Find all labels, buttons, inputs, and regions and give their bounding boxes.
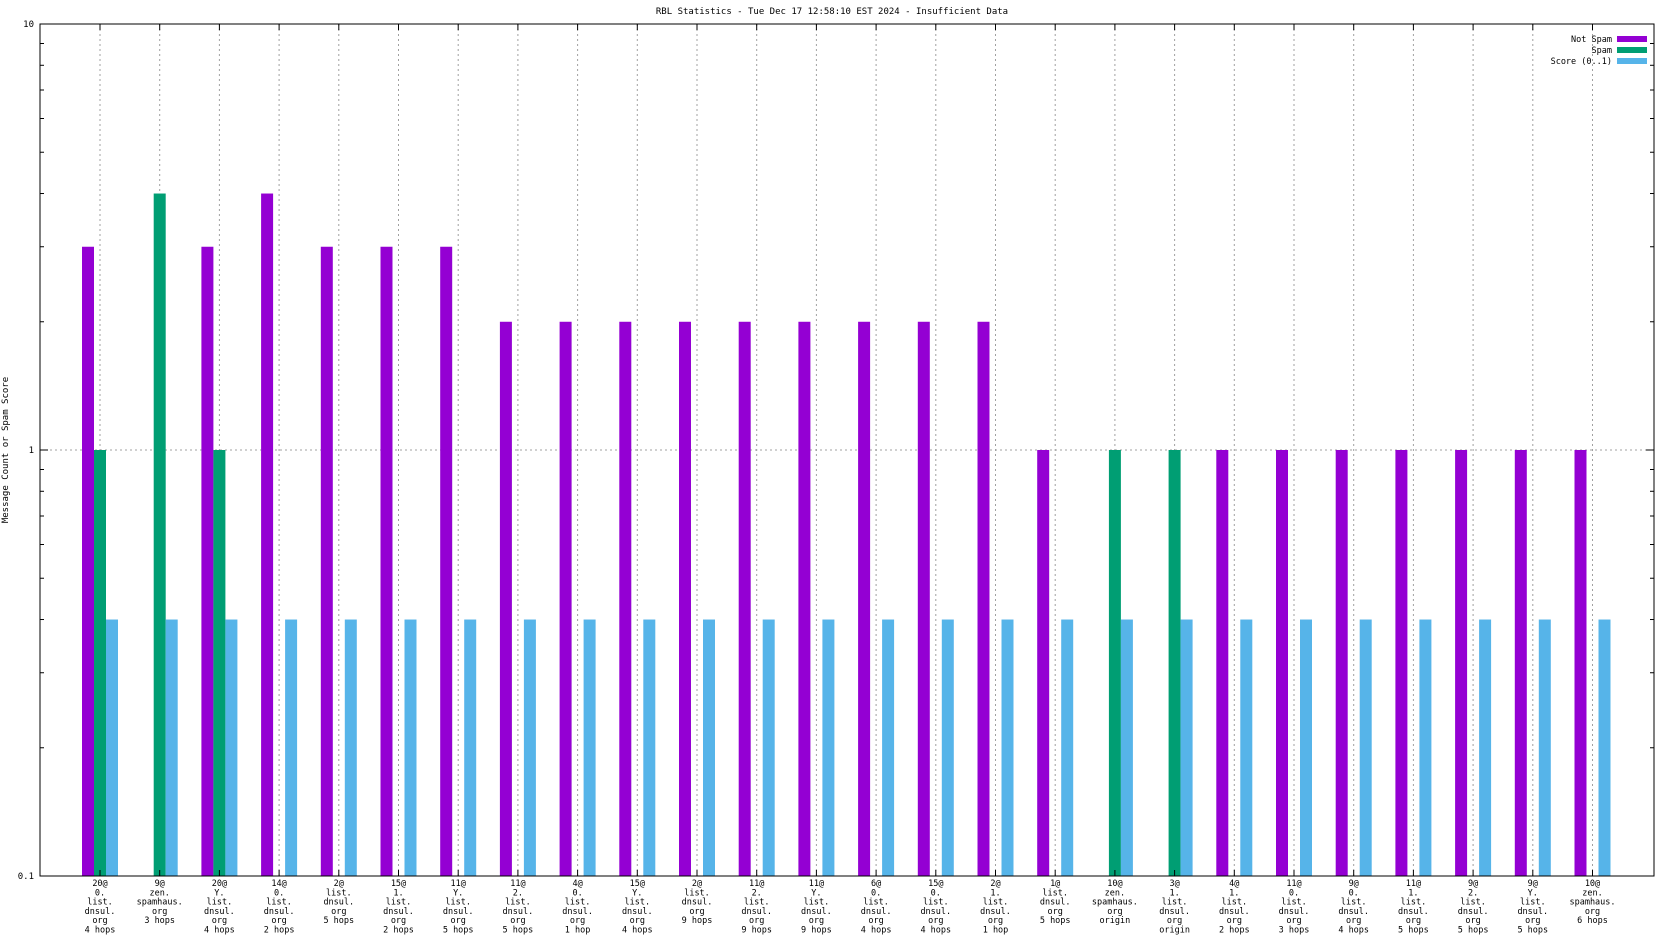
category-label: 11@ Y. list. dnsul. org 5 hops bbox=[443, 879, 474, 936]
bar bbox=[1276, 450, 1288, 876]
category-label: 2@ list. dnsul. org 9 hops bbox=[682, 879, 713, 926]
bar bbox=[1514, 450, 1527, 876]
bar bbox=[679, 321, 691, 876]
bar bbox=[882, 619, 895, 876]
category-label: 11@ 0. list. dnsul. org 3 hops bbox=[1279, 879, 1310, 936]
bar bbox=[977, 321, 990, 876]
legend-label: Score (0..1) bbox=[1551, 57, 1612, 67]
category-label: 15@ Y. list. dnsul. org 4 hops bbox=[622, 879, 653, 936]
bar bbox=[1419, 619, 1432, 876]
bar bbox=[380, 246, 393, 876]
bar bbox=[1180, 619, 1193, 876]
bar bbox=[440, 246, 453, 876]
category-label: 4@ 1. list. dnsul. org 2 hops bbox=[1219, 879, 1250, 936]
category-label: 15@ 1. list. dnsul. org 2 hops bbox=[383, 879, 414, 936]
bar bbox=[822, 619, 835, 876]
bar bbox=[1598, 619, 1611, 876]
category-label: 3@ 1. list. dnsul. org origin bbox=[1159, 879, 1190, 936]
legend-swatch bbox=[1617, 58, 1647, 64]
bar bbox=[619, 321, 632, 876]
category-label: 20@ Y. list. dnsul. org 4 hops bbox=[204, 879, 235, 936]
bar bbox=[1216, 450, 1229, 876]
category-labels: 20@ 0. list. dnsul. org 4 hops 9@ zen. spamhaus.… bbox=[85, 879, 1616, 936]
category-label: 15@ 0. list. dnsul. org 4 hops bbox=[920, 879, 951, 936]
category-label: 9@ 2. list. dnsul. org 5 hops bbox=[1458, 879, 1489, 936]
bar bbox=[1001, 619, 1014, 876]
bar bbox=[94, 450, 106, 876]
bar bbox=[1061, 619, 1074, 876]
bar bbox=[559, 321, 572, 876]
chart-title: RBL Statistics - Tue Dec 17 12:58:10 EST… bbox=[656, 7, 1008, 17]
bar bbox=[1574, 450, 1587, 876]
bar bbox=[153, 193, 166, 876]
bar bbox=[643, 619, 656, 876]
bar bbox=[1335, 450, 1348, 876]
bar bbox=[1168, 450, 1181, 876]
bar bbox=[858, 321, 871, 876]
bar bbox=[1120, 619, 1133, 876]
bar bbox=[344, 619, 357, 876]
y-tick-label: 1 bbox=[29, 446, 34, 456]
bar bbox=[165, 619, 178, 876]
bar bbox=[1037, 450, 1050, 876]
bar bbox=[1538, 619, 1551, 876]
category-label: 11@ 1. list. dnsul. org 5 hops bbox=[1398, 879, 1429, 936]
bar bbox=[285, 619, 298, 876]
bar bbox=[941, 619, 954, 876]
bar bbox=[1240, 619, 1253, 876]
bar bbox=[738, 321, 751, 876]
bar bbox=[201, 246, 214, 876]
bar bbox=[1359, 619, 1372, 876]
bar bbox=[1455, 450, 1468, 876]
bar bbox=[917, 321, 930, 876]
bar-series bbox=[82, 193, 1611, 876]
legend-swatch bbox=[1617, 47, 1647, 53]
legend-swatch bbox=[1617, 36, 1647, 42]
bar bbox=[464, 619, 477, 876]
bar bbox=[82, 246, 94, 876]
bar bbox=[225, 619, 238, 876]
category-label: 10@ zen. spamhaus. org origin bbox=[1092, 879, 1138, 926]
bar bbox=[261, 193, 274, 876]
category-label: 11@ Y. list. dnsul. org 9 hops bbox=[801, 879, 832, 936]
legend-label: Spam bbox=[1592, 46, 1612, 56]
category-label: 10@ zen. spamhaus. org 6 hops bbox=[1569, 879, 1615, 926]
category-label: 9@ zen. spamhaus. org 3 hops bbox=[137, 879, 183, 926]
category-label: 20@ 0. list. dnsul. org 4 hops bbox=[85, 879, 116, 936]
bar bbox=[1395, 450, 1408, 876]
bar bbox=[523, 619, 536, 876]
bar bbox=[798, 321, 811, 876]
category-label: 9@ 0. list. dnsul. org 4 hops bbox=[1338, 879, 1369, 936]
category-label: 4@ 0. list. dnsul. org 1 hop bbox=[562, 879, 593, 936]
category-label: 9@ Y. list. dnsul. org 5 hops bbox=[1517, 879, 1548, 936]
category-label: 1@ list. dnsul. org 5 hops bbox=[1040, 879, 1071, 926]
y-axis-label: Message Count or Spam Score bbox=[1, 377, 11, 523]
bar bbox=[1479, 619, 1492, 876]
category-label: 2@ 1. list. dnsul. org 1 hop bbox=[980, 879, 1011, 936]
bar bbox=[762, 619, 775, 876]
category-label: 2@ list. dnsul. org 5 hops bbox=[323, 879, 354, 926]
bar bbox=[499, 321, 512, 876]
bar bbox=[320, 246, 333, 876]
category-label: 11@ 2. list. dnsul. org 5 hops bbox=[503, 879, 534, 936]
bar bbox=[583, 619, 596, 876]
category-label: 11@ 2. list. dnsul. org 9 hops bbox=[741, 879, 772, 936]
y-tick-label: 0.1 bbox=[18, 872, 34, 882]
category-label: 14@ 0. list. dnsul. org 2 hops bbox=[264, 879, 295, 936]
grid-lines bbox=[40, 24, 1654, 876]
category-label: 6@ 0. list. dnsul. org 4 hops bbox=[861, 879, 892, 936]
bar bbox=[106, 619, 118, 876]
bar bbox=[1108, 450, 1121, 876]
axis-ticks: 0.1 1 10 bbox=[18, 20, 1654, 882]
bar bbox=[1300, 619, 1312, 876]
y-tick-label: 10 bbox=[23, 20, 34, 30]
bar bbox=[404, 619, 417, 876]
bar bbox=[703, 619, 715, 876]
legend-label: Not Spam bbox=[1571, 35, 1612, 45]
bar bbox=[213, 450, 226, 876]
